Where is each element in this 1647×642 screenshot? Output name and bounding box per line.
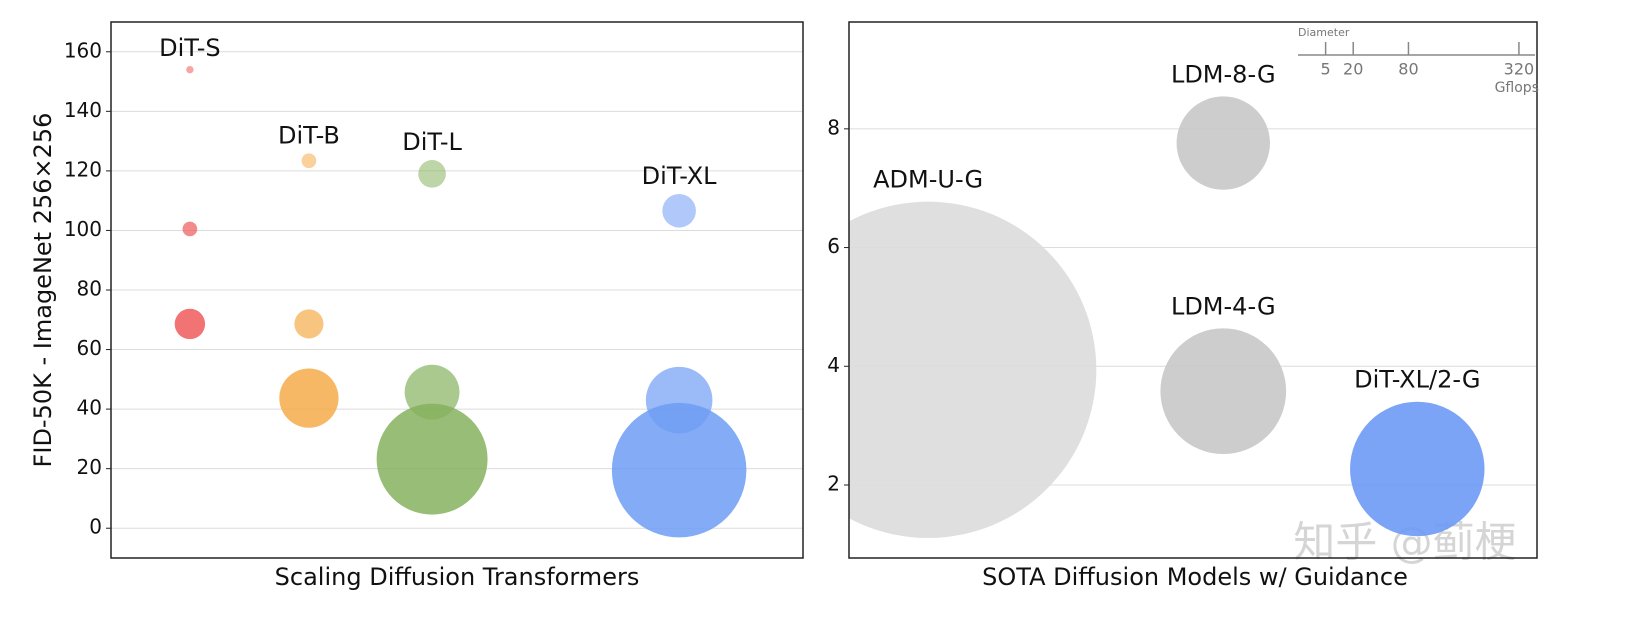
y-tick-label: 8 bbox=[827, 115, 840, 139]
bubble-label: ADM-U-G bbox=[873, 166, 983, 194]
bubble bbox=[418, 160, 446, 188]
y-axis-label: FID-50K - ImageNet 256×256 bbox=[29, 113, 57, 468]
bubble bbox=[1176, 96, 1270, 190]
bubble bbox=[662, 193, 696, 228]
bubble-label: LDM-8-G bbox=[1171, 60, 1276, 88]
bubbles bbox=[849, 96, 1485, 538]
bubble bbox=[186, 65, 194, 74]
x-axis-label: SOTA Diffusion Models w/ Guidance bbox=[982, 563, 1408, 591]
size-legend-unit: Gflops bbox=[1495, 80, 1539, 96]
bubble bbox=[182, 221, 198, 237]
y-tick-label: 6 bbox=[827, 234, 840, 258]
bubble-label: DiT-XL bbox=[642, 162, 718, 190]
bubble-label: DiT-S bbox=[159, 34, 221, 62]
y-tick-label: 160 bbox=[64, 38, 102, 62]
bubble-label: LDM-4-G bbox=[1171, 292, 1276, 320]
y-tick-label: 120 bbox=[64, 157, 102, 181]
bubble bbox=[301, 153, 317, 169]
y-tick-label: 80 bbox=[77, 277, 102, 301]
y-tick-label: 140 bbox=[64, 98, 102, 122]
bubble bbox=[376, 403, 488, 515]
size-legend-tick-label: 320 bbox=[1504, 60, 1535, 79]
bubble bbox=[174, 308, 206, 340]
plot-frame bbox=[110, 21, 804, 559]
y-tick-label: 100 bbox=[64, 217, 102, 241]
size-legend-tick-label: 80 bbox=[1398, 60, 1418, 79]
y-tick-label: 40 bbox=[77, 396, 102, 420]
bubble bbox=[294, 309, 324, 339]
bubble-label: DiT-B bbox=[278, 121, 340, 149]
bubble bbox=[1350, 401, 1485, 537]
y-tick-label: 20 bbox=[77, 455, 102, 479]
plot-frame bbox=[848, 21, 1538, 559]
y-tick-label: 4 bbox=[827, 353, 840, 377]
size-legend-title: Diameter bbox=[1298, 26, 1350, 39]
bubble bbox=[279, 368, 339, 428]
bubbles bbox=[174, 65, 747, 538]
bubble bbox=[1160, 328, 1287, 455]
y-tick-label: 2 bbox=[827, 471, 840, 495]
size-legend-tick-label: 5 bbox=[1321, 60, 1331, 79]
bubble bbox=[611, 402, 747, 538]
x-axis-label: Scaling Diffusion Transformers bbox=[275, 563, 640, 591]
y-tick-label: 60 bbox=[77, 336, 102, 360]
size-legend-tick-label: 20 bbox=[1343, 60, 1363, 79]
bubble-label: DiT-L bbox=[402, 128, 462, 156]
bubble-label: DiT-XL/2-G bbox=[1354, 366, 1480, 394]
y-tick-label: 0 bbox=[89, 515, 102, 539]
bubble bbox=[849, 201, 1097, 538]
